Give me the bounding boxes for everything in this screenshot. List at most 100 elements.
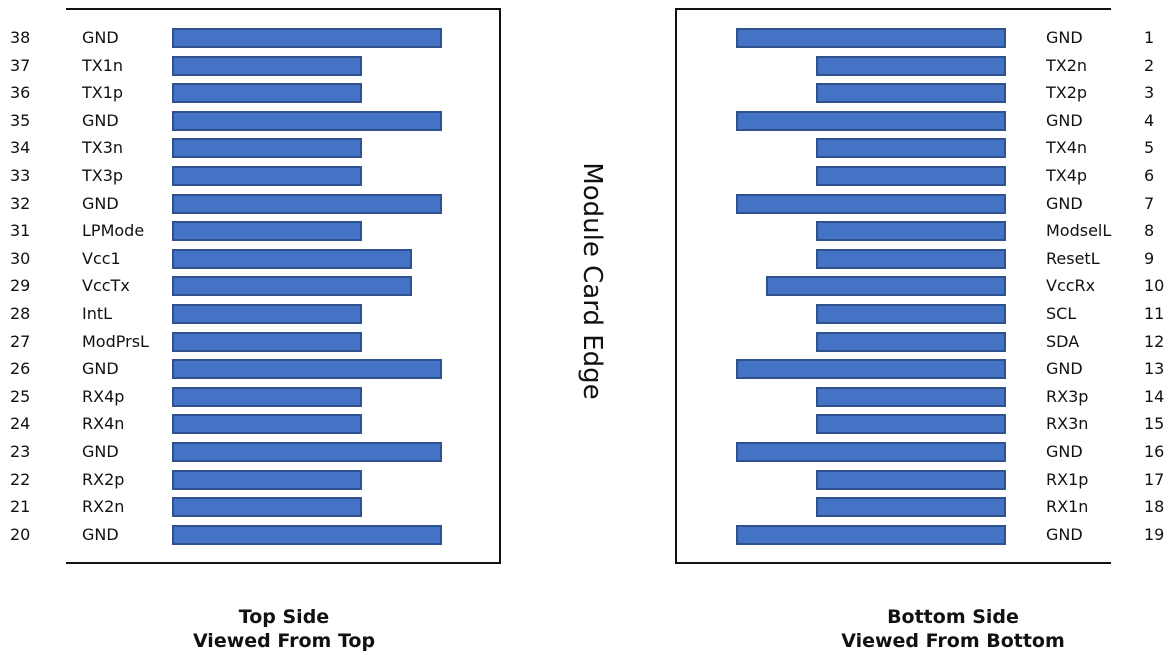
pin-row: 35 GND bbox=[0, 109, 1170, 133]
pin-signal-label: TX2n bbox=[1046, 55, 1088, 75]
pin-row: 29 VccTx bbox=[0, 274, 1170, 298]
pin-number: 35 bbox=[10, 110, 31, 130]
contact-pad bbox=[172, 442, 442, 462]
contact-pad bbox=[816, 331, 1006, 352]
contact-pad bbox=[816, 248, 1006, 269]
pin-row: 9 ResetL bbox=[0, 247, 1170, 271]
pin-signal-label: RX4p bbox=[82, 386, 125, 406]
pin-row: 2 TX2n bbox=[0, 54, 1170, 78]
pin-row: 28 IntL bbox=[0, 302, 1170, 326]
contact-pad bbox=[816, 221, 1006, 242]
pin-row: 31 LPMode bbox=[0, 219, 1170, 243]
pin-number: 7 bbox=[1144, 193, 1155, 213]
contact-pad bbox=[736, 110, 1006, 131]
pin-row: 17 RX1p bbox=[0, 468, 1170, 492]
pin-row: 21 RX2n bbox=[0, 495, 1170, 519]
pin-row: 26 GND bbox=[0, 357, 1170, 381]
contact-pad bbox=[172, 304, 362, 324]
pin-row: 12 SDA bbox=[0, 330, 1170, 354]
pin-signal-label: GND bbox=[82, 359, 119, 379]
pin-signal-label: TX3n bbox=[82, 138, 124, 158]
contact-pad bbox=[816, 55, 1006, 76]
contact-pad bbox=[816, 497, 1006, 518]
pin-number: 26 bbox=[10, 359, 31, 379]
contact-pad bbox=[172, 110, 442, 131]
pin-signal-label: ModselL bbox=[1046, 221, 1112, 241]
contact-pad bbox=[736, 524, 1006, 545]
pin-signal-label: GND bbox=[82, 28, 119, 47]
pin-signal-label: TX4n bbox=[1046, 138, 1088, 158]
pin-number: 27 bbox=[10, 331, 31, 351]
contact-pad bbox=[172, 221, 362, 242]
pin-number: 25 bbox=[10, 386, 31, 406]
pin-row: 25 RX4p bbox=[0, 385, 1170, 409]
pin-row: 16 GND bbox=[0, 440, 1170, 464]
pin-signal-label: GND bbox=[82, 442, 119, 461]
pin-number: 32 bbox=[10, 193, 31, 213]
pin-row: 5 TX4n bbox=[0, 136, 1170, 160]
pin-signal-label: ResetL bbox=[1046, 248, 1100, 268]
contact-pad bbox=[172, 166, 362, 186]
pin-signal-label: TX3p bbox=[82, 166, 124, 185]
pin-signal-label: RX2n bbox=[82, 497, 125, 517]
pin-row: 13 GND bbox=[0, 357, 1170, 381]
contact-pad bbox=[816, 386, 1006, 407]
pin-number: 13 bbox=[1144, 359, 1165, 379]
pin-row: 36 TX1p bbox=[0, 81, 1170, 105]
contact-pad bbox=[172, 28, 442, 48]
contact-pad bbox=[172, 193, 442, 214]
pin-signal-label: GND bbox=[82, 110, 119, 130]
pin-row: 4 GND bbox=[0, 109, 1170, 133]
pin-signal-label: RX4n bbox=[82, 414, 125, 434]
pin-number: 8 bbox=[1144, 221, 1155, 241]
contact-pad bbox=[172, 359, 442, 380]
pin-row: 22 RX2p bbox=[0, 468, 1170, 492]
pin-signal-label: RX2p bbox=[82, 469, 125, 489]
contact-pad bbox=[172, 497, 362, 518]
pin-row: 20 GND bbox=[0, 523, 1170, 547]
pin-number: 38 bbox=[10, 28, 31, 47]
pin-row: 38 GND bbox=[0, 26, 1170, 50]
contact-pad bbox=[736, 442, 1006, 462]
pin-row: 24 RX4n bbox=[0, 412, 1170, 436]
pin-row: 8 ModselL bbox=[0, 219, 1170, 243]
bottom-side-caption-line1: Bottom Side bbox=[887, 606, 1019, 628]
pin-number: 28 bbox=[10, 304, 31, 323]
pin-row: 10 VccRx bbox=[0, 274, 1170, 298]
pin-signal-label: RX1p bbox=[1046, 469, 1089, 489]
pin-signal-label: GND bbox=[1046, 359, 1083, 379]
top-side-caption: Top Side Viewed From Top bbox=[134, 605, 434, 653]
pin-number: 19 bbox=[1144, 524, 1165, 544]
contact-pad bbox=[172, 469, 362, 490]
pin-signal-label: TX4p bbox=[1046, 166, 1088, 185]
pin-number: 24 bbox=[10, 414, 31, 434]
pin-signal-label: GND bbox=[1046, 193, 1083, 213]
pin-signal-label: RX1n bbox=[1046, 497, 1089, 517]
pin-signal-label: IntL bbox=[82, 304, 113, 323]
contact-pad bbox=[736, 359, 1006, 380]
pin-row: 30 Vcc1 bbox=[0, 247, 1170, 271]
pin-number: 29 bbox=[10, 276, 31, 296]
contact-pad bbox=[172, 55, 362, 76]
contact-pad bbox=[766, 276, 1006, 297]
contact-pad bbox=[172, 138, 362, 159]
pin-signal-label: VccRx bbox=[1046, 276, 1096, 296]
pin-number: 10 bbox=[1144, 276, 1165, 296]
bottom-side-caption-line2: Viewed From Bottom bbox=[841, 630, 1065, 652]
pin-row: 32 GND bbox=[0, 192, 1170, 216]
pin-number: 31 bbox=[10, 221, 31, 241]
pin-number: 5 bbox=[1144, 138, 1155, 158]
pin-number: 33 bbox=[10, 166, 31, 185]
pin-signal-label: ModPrsL bbox=[82, 331, 149, 351]
pin-row: 37 TX1n bbox=[0, 54, 1170, 78]
contact-pad bbox=[172, 414, 362, 435]
contact-pad bbox=[172, 386, 362, 407]
pin-number: 21 bbox=[10, 497, 31, 517]
pin-number: 36 bbox=[10, 83, 31, 103]
pin-row: 11 SCL bbox=[0, 302, 1170, 326]
pin-signal-label: TX1n bbox=[82, 55, 124, 75]
pin-number: 22 bbox=[10, 469, 31, 489]
pin-number: 17 bbox=[1144, 469, 1165, 489]
pin-row: 34 TX3n bbox=[0, 136, 1170, 160]
contact-pad bbox=[816, 83, 1006, 104]
